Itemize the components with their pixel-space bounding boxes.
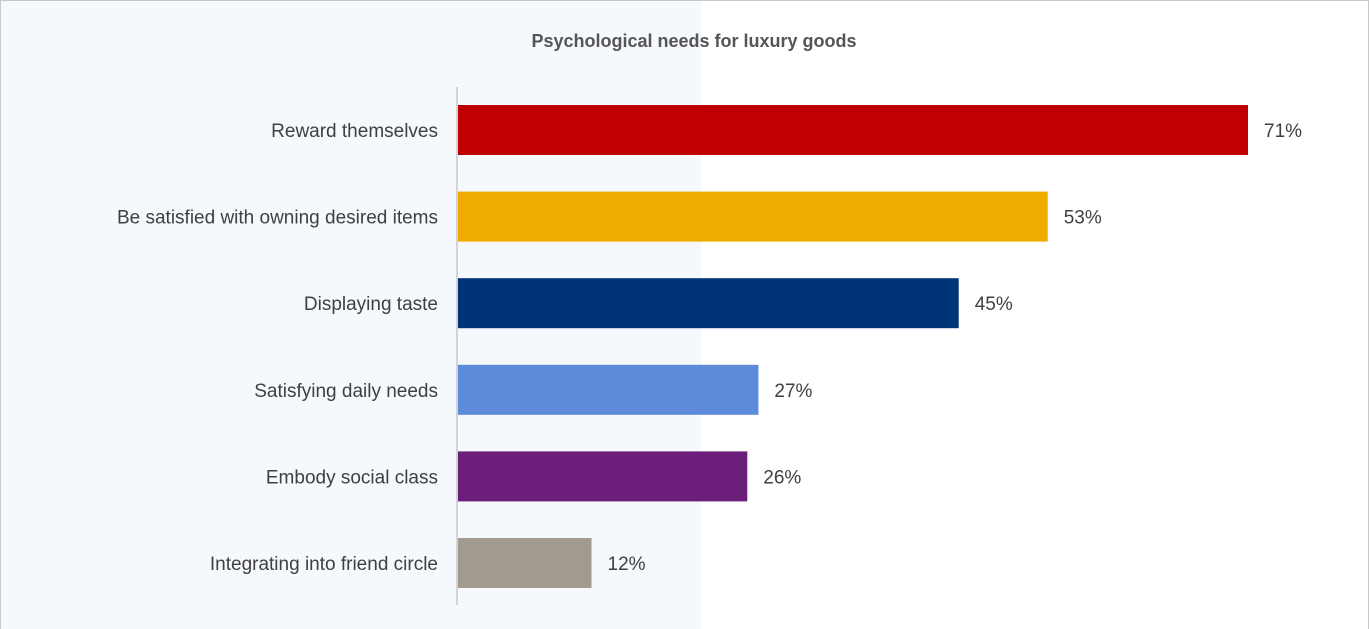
bar-4 bbox=[458, 364, 759, 415]
data-label: 45% bbox=[975, 294, 1013, 315]
data-label: 71% bbox=[1264, 121, 1302, 142]
data-label: 12% bbox=[608, 554, 646, 575]
category-label: Satisfying daily needs bbox=[254, 381, 438, 402]
category-label: Embody social class bbox=[266, 467, 438, 488]
bar-2 bbox=[458, 191, 1048, 242]
category-label: Be satisfied with owning desired items bbox=[117, 208, 438, 229]
chart-title: Psychological needs for luxury goods bbox=[531, 31, 857, 51]
bar-6 bbox=[458, 538, 592, 588]
bar-3 bbox=[458, 278, 959, 329]
bar-5 bbox=[458, 451, 748, 502]
category-label: Displaying taste bbox=[304, 294, 438, 315]
data-label: 26% bbox=[763, 467, 801, 488]
data-label: 53% bbox=[1064, 208, 1102, 229]
bar-1 bbox=[458, 105, 1248, 155]
data-label: 27% bbox=[774, 381, 812, 402]
category-label: Integrating into friend circle bbox=[210, 554, 438, 575]
category-label: Reward themselves bbox=[271, 121, 438, 142]
